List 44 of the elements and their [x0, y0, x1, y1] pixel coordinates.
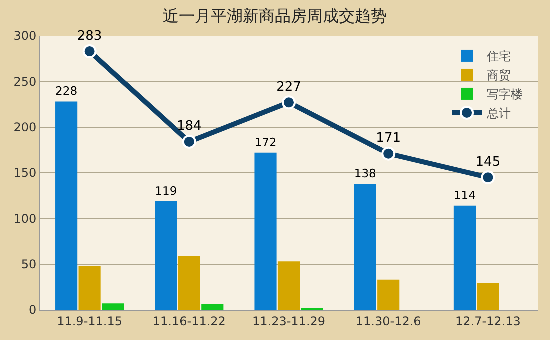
y-tick-label: 0 — [28, 303, 37, 318]
data-label: 227 — [276, 80, 302, 95]
bar — [202, 304, 224, 310]
y-tick-label: 100 — [14, 212, 37, 226]
bar — [78, 266, 101, 310]
legend-label: 商贸 — [487, 68, 512, 83]
data-label: 228 — [56, 84, 78, 98]
bar — [56, 102, 78, 310]
y-tick-label: 300 — [14, 29, 37, 44]
bar — [155, 201, 178, 310]
bar — [454, 206, 476, 310]
data-label: 114 — [454, 188, 476, 202]
bar — [254, 152, 277, 310]
point — [382, 146, 396, 161]
x-tick-label: 11.23-11.29 — [252, 314, 326, 328]
data-label: 119 — [155, 184, 178, 198]
data-label: 171 — [376, 131, 402, 146]
chart-title: 近一月平湖新商品房周成交趋势 — [163, 6, 387, 26]
x-tick-label: 12.7-12.13 — [455, 314, 521, 328]
legend-label: 总计 — [486, 106, 512, 121]
bar — [102, 304, 124, 310]
bar — [178, 256, 200, 310]
y-tick-label: 50 — [21, 258, 37, 272]
data-label: 145 — [476, 154, 501, 170]
point — [282, 96, 296, 110]
x-tick-label: 11.16-11.22 — [152, 314, 226, 328]
point — [182, 134, 196, 149]
data-label: 184 — [176, 119, 202, 134]
y-tick-label: 150 — [14, 166, 37, 180]
point — [481, 170, 496, 185]
data-label: 172 — [254, 135, 277, 150]
x-tick-label: 11.9-11.15 — [57, 314, 123, 328]
bar — [378, 280, 400, 310]
point — [82, 44, 97, 59]
bar — [477, 284, 500, 310]
bar — [278, 262, 300, 310]
y-tick-label: 250 — [14, 74, 37, 89]
y-tick-label: 200 — [14, 120, 37, 135]
legend-label: 写字楼 — [487, 88, 524, 102]
legend-label: 住宅 — [486, 50, 512, 64]
data-label: 138 — [354, 166, 376, 180]
x-tick-label: 11.30-12.6 — [356, 314, 422, 328]
data-label: 283 — [77, 28, 102, 44]
bar — [354, 184, 376, 310]
